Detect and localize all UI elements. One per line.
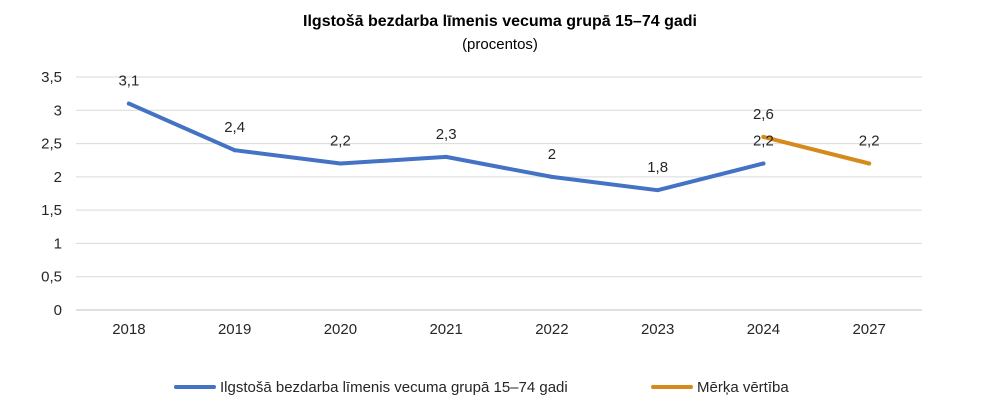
x-tick-label: 2022 <box>535 321 568 338</box>
x-tick-label: 2027 <box>852 321 885 338</box>
series-line-2 <box>761 134 872 166</box>
x-tick-label: 2018 <box>112 321 145 338</box>
data-point <box>761 161 766 166</box>
data-label: 2,6 <box>753 106 774 123</box>
y-tick-label: 1 <box>54 235 62 252</box>
y-tick-label: 0,5 <box>41 269 62 286</box>
data-point <box>338 161 343 166</box>
chart-subtitle: (procentos) <box>462 36 538 53</box>
gridlines <box>76 76 922 311</box>
data-point <box>126 101 131 106</box>
data-point <box>232 148 237 153</box>
legend-label-1: Ilgstošā bezdarba līmenis vecuma grupā 1… <box>220 379 568 396</box>
data-label: 2,2 <box>859 133 880 150</box>
series-lines <box>126 101 872 193</box>
data-label: 2,4 <box>224 119 245 136</box>
data-point <box>867 161 872 166</box>
legend-label-2: Mērķa vērtība <box>697 379 789 396</box>
legend: Ilgstošā bezdarba līmenis vecuma grupā 1… <box>174 379 789 396</box>
data-label: 2,2 <box>330 133 351 150</box>
data-label: 2,3 <box>436 126 457 143</box>
y-tick-label: 0 <box>54 302 62 319</box>
data-label: 2,2 <box>753 133 774 150</box>
y-tick-label: 2,5 <box>41 136 62 153</box>
chart-title: Ilgstošā bezdarba līmenis vecuma grupā 1… <box>303 13 697 30</box>
x-axis-tick-labels: 2018 2019 2020 2021 2022 2023 2024 2027 <box>112 321 886 338</box>
y-tick-label: 2 <box>54 169 62 186</box>
data-point <box>655 188 660 193</box>
data-labels: 3,1 2,4 2,2 2,3 2 1,8 2,2 2,6 2,2 <box>118 73 879 177</box>
x-tick-label: 2024 <box>747 321 780 338</box>
data-label: 3,1 <box>118 73 139 90</box>
y-tick-label: 1,5 <box>41 202 62 219</box>
x-tick-label: 2019 <box>218 321 251 338</box>
data-label: 2 <box>548 146 556 163</box>
x-tick-label: 2020 <box>324 321 357 338</box>
data-point <box>444 154 449 159</box>
y-axis-tick-labels: 0 0,5 1 1,5 2 2,5 3 3,5 <box>41 69 62 319</box>
y-tick-label: 3,5 <box>41 69 62 86</box>
data-point <box>761 134 766 139</box>
x-tick-label: 2023 <box>641 321 674 338</box>
data-point <box>549 174 554 179</box>
y-tick-label: 3 <box>54 102 62 119</box>
x-tick-label: 2021 <box>429 321 462 338</box>
data-label: 1,8 <box>647 159 668 176</box>
